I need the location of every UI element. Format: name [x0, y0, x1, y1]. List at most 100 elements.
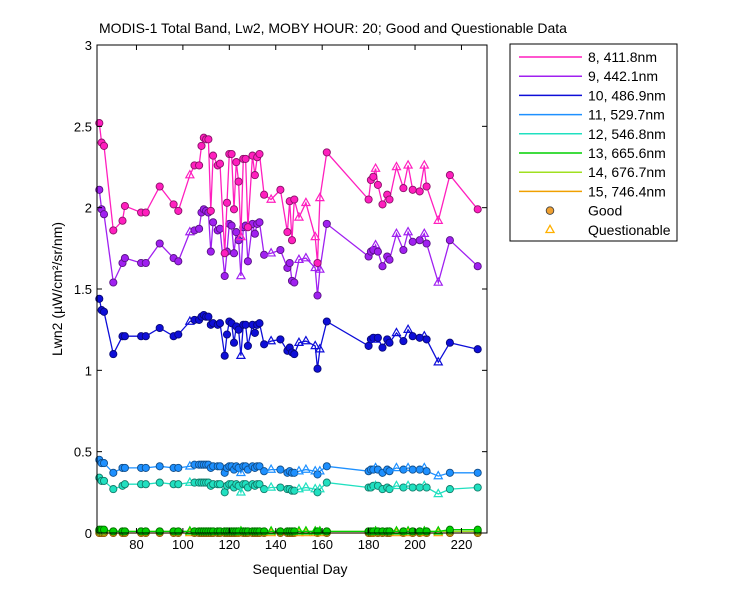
good-point — [220, 351, 229, 360]
good-point — [241, 154, 250, 163]
questionable-point — [300, 252, 312, 262]
good-point — [220, 249, 229, 258]
y-tick-label: 3 — [85, 38, 92, 53]
good-point — [378, 200, 387, 209]
good-point — [250, 171, 259, 180]
questionable-point — [314, 465, 325, 475]
questionable-point — [433, 488, 444, 498]
good-point — [313, 258, 322, 268]
good-point — [399, 184, 408, 193]
good-point — [229, 205, 239, 214]
good-point — [232, 228, 241, 237]
good-point — [408, 465, 417, 474]
questionable-point — [391, 525, 402, 535]
questionable-point — [402, 323, 414, 333]
legend-questionable-marker — [544, 223, 556, 234]
questionable-point — [419, 159, 430, 169]
questionable-point — [300, 197, 312, 207]
questionable-point — [370, 239, 381, 249]
good-point — [285, 258, 294, 268]
questionable-point — [391, 462, 402, 472]
good-point — [290, 195, 299, 204]
questionable-point — [402, 226, 414, 236]
good-point — [118, 216, 127, 225]
good-point — [243, 257, 252, 266]
good-point — [422, 467, 431, 476]
y-tick-label: 2.5 — [74, 119, 92, 134]
good-point — [283, 228, 292, 237]
questionable-point — [419, 227, 430, 237]
legend-label: 11, 529.7nm — [588, 107, 665, 123]
good-point — [220, 271, 229, 281]
good-point — [415, 236, 424, 245]
good-point — [473, 262, 482, 271]
good-point — [243, 341, 252, 350]
questionable-point — [433, 214, 444, 224]
good-point — [313, 364, 322, 373]
questionable-point — [300, 335, 312, 345]
good-point — [99, 210, 109, 219]
series-12 — [95, 473, 482, 498]
good-point — [422, 527, 431, 536]
legend-label: Questionable — [588, 222, 671, 238]
questionable-point — [370, 162, 381, 172]
good-point — [243, 223, 252, 232]
good-point — [276, 185, 285, 194]
x-tick-label: 200 — [404, 537, 426, 552]
plot-frame — [96, 44, 488, 534]
questionable-point — [391, 327, 402, 337]
good-point — [109, 468, 118, 477]
good-point — [215, 462, 225, 471]
good-point — [206, 247, 215, 256]
good-point — [473, 345, 482, 354]
legend-label: 15, 746.4nm — [588, 183, 666, 199]
good-point — [241, 320, 250, 329]
good-point — [109, 350, 118, 359]
good-point — [260, 485, 269, 494]
y-tick-label: 1.5 — [74, 282, 92, 297]
questionable-point — [266, 335, 277, 345]
questionable-point — [310, 231, 321, 241]
good-point — [415, 187, 424, 196]
good-point — [174, 206, 183, 215]
questionable-point — [402, 159, 414, 169]
good-point — [215, 319, 225, 328]
good-point — [313, 291, 322, 300]
good-point — [422, 483, 431, 492]
good-point — [232, 158, 241, 167]
good-point — [255, 462, 264, 471]
good-point — [255, 149, 264, 159]
questionable-point — [391, 161, 402, 171]
good-point — [227, 221, 236, 230]
good-point — [155, 462, 164, 471]
questionable-point — [300, 527, 312, 537]
questionable-point — [314, 483, 325, 493]
questionable-point — [300, 463, 312, 473]
good-point — [155, 323, 164, 333]
good-point — [322, 317, 331, 326]
questionable-point — [433, 470, 444, 480]
questionable-point — [266, 247, 277, 257]
good-point — [473, 205, 482, 214]
good-point — [408, 185, 417, 194]
series-line — [98, 298, 478, 369]
good-point — [197, 141, 206, 150]
good-point — [373, 333, 382, 342]
good-point — [206, 206, 215, 215]
good-point — [378, 262, 387, 271]
good-point — [174, 527, 183, 536]
questionable-point — [433, 276, 444, 286]
good-point — [141, 463, 150, 472]
x-tick-label: 140 — [265, 537, 287, 552]
questionable-point — [266, 527, 277, 537]
good-point — [473, 525, 482, 534]
good-point — [174, 330, 183, 339]
x-axis-label: Sequential Day — [253, 561, 348, 577]
good-point — [473, 468, 482, 477]
good-point — [322, 219, 331, 228]
good-point — [290, 350, 299, 359]
questionable-point — [300, 525, 312, 535]
good-point — [276, 483, 285, 492]
good-point — [445, 236, 454, 245]
